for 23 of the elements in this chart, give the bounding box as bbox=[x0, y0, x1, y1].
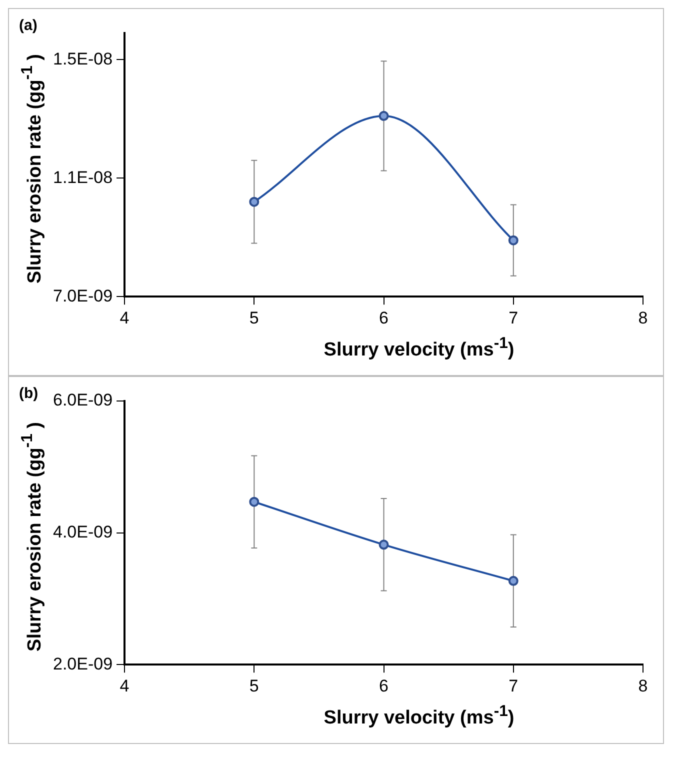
y-tick-label: 1.5E-08 bbox=[52, 49, 113, 68]
point bbox=[508, 235, 518, 246]
x-tick-label: 8 bbox=[638, 676, 648, 696]
x-tick-label: 8 bbox=[638, 308, 648, 328]
y-tick-label: 6.0E-09 bbox=[52, 390, 113, 410]
y-tick-label: 2.0E-09 bbox=[52, 654, 113, 674]
x-tick-label: 5 bbox=[249, 676, 259, 696]
text: (a) bbox=[19, 17, 38, 34]
point bbox=[249, 196, 260, 207]
x-tick-label: 4 bbox=[120, 308, 130, 328]
text: (b) bbox=[19, 385, 38, 402]
y-tick-label: 4.0E-09 bbox=[52, 522, 113, 542]
y-tick-label: 7.0E-09 bbox=[52, 286, 113, 306]
x-tick-label: 5 bbox=[249, 308, 259, 328]
x-axis-title: Slurry velocity (ms$^{-1}$) bbox=[322, 335, 516, 362]
x-tick-label: 7 bbox=[508, 308, 518, 328]
x-tick-label: 6 bbox=[379, 308, 389, 328]
x-tick-label: 6 bbox=[379, 676, 389, 696]
x-tick-label: 4 bbox=[120, 676, 130, 696]
point bbox=[378, 110, 389, 121]
y-tick-label: 1.1E-08 bbox=[52, 168, 113, 187]
x-tick-label: 7 bbox=[508, 676, 518, 696]
x-axis-title: Slurry velocity (ms$^{-1}$) bbox=[322, 703, 516, 730]
